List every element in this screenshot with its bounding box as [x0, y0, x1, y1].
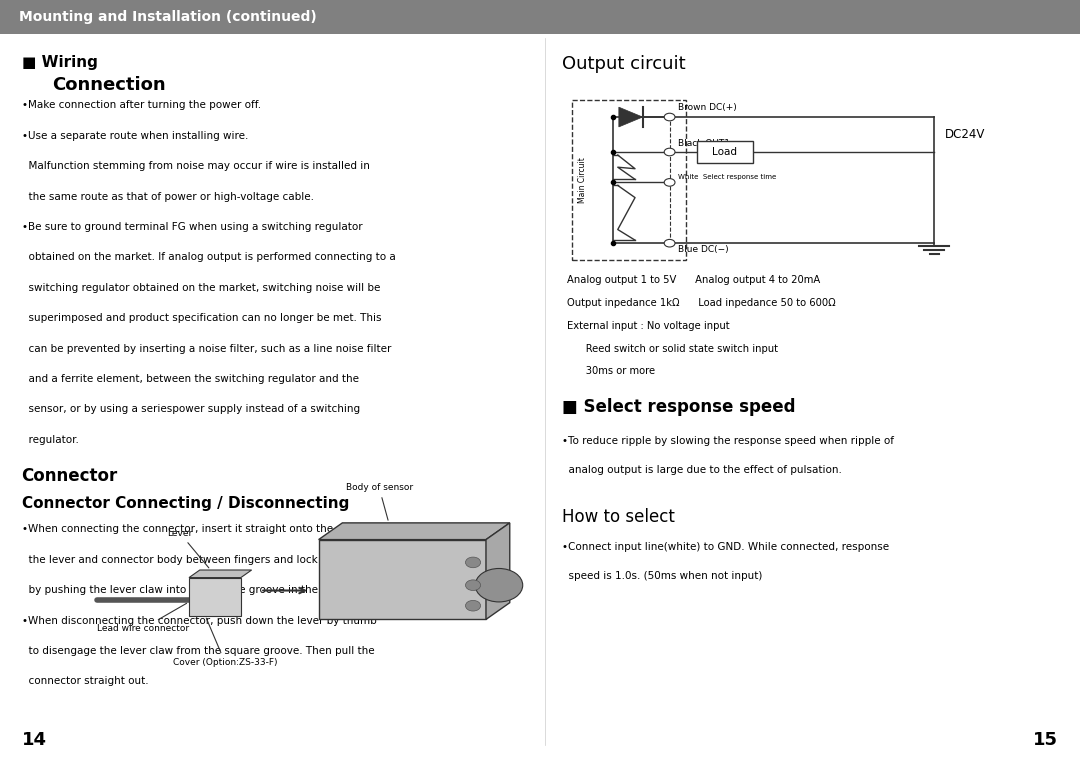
Text: to disengage the lever claw from the square groove. Then pull the: to disengage the lever claw from the squ… [22, 646, 375, 656]
Text: switching regulator obtained on the market, switching noise will be: switching regulator obtained on the mark… [22, 283, 380, 293]
Text: and a ferrite element, between the switching regulator and the: and a ferrite element, between the switc… [22, 374, 359, 384]
Text: Brown DC(+): Brown DC(+) [678, 103, 737, 112]
Text: Analog output 1 to 5V      Analog output 4 to 20mA: Analog output 1 to 5V Analog output 4 to… [567, 275, 820, 285]
Text: How to select: How to select [562, 508, 675, 526]
Polygon shape [486, 523, 510, 619]
Text: Main Circuit: Main Circuit [578, 157, 586, 203]
Text: connector straight out.: connector straight out. [22, 676, 148, 686]
Text: Load: Load [712, 147, 738, 157]
Text: •Connect input line(white) to GND. While connected, response: •Connect input line(white) to GND. While… [562, 542, 889, 552]
Bar [697, 141, 753, 163]
Circle shape [475, 568, 523, 602]
Text: 15: 15 [1034, 730, 1058, 749]
Text: •Make connection after turning the power off.: •Make connection after turning the power… [22, 100, 260, 110]
Text: Cover (Option:ZS-33-F): Cover (Option:ZS-33-F) [173, 618, 278, 667]
Text: analog output is large due to the effect of pulsation.: analog output is large due to the effect… [562, 465, 841, 475]
Text: •When disconnecting the connector, push down the lever by thumb: •When disconnecting the connector, push … [22, 616, 376, 625]
Circle shape [664, 148, 675, 156]
Text: Connector: Connector [22, 467, 118, 485]
Text: can be prevented by inserting a noise filter, such as a line noise filter: can be prevented by inserting a noise fi… [22, 344, 391, 353]
Text: by pushing the lever claw into the square groove in the body of sensor.: by pushing the lever claw into the squar… [22, 585, 401, 595]
Text: speed is 1.0s. (50ms when not input): speed is 1.0s. (50ms when not input) [562, 571, 762, 581]
Text: 30ms or more: 30ms or more [567, 366, 656, 376]
Text: 14: 14 [22, 730, 46, 749]
Text: obtained on the market. If analog output is performed connecting to a: obtained on the market. If analog output… [22, 252, 395, 262]
Circle shape [465, 580, 481, 591]
Text: the lever and connector body between fingers and lock the connector: the lever and connector body between fin… [22, 555, 393, 565]
Text: White  Select response time: White Select response time [678, 174, 777, 180]
Polygon shape [319, 523, 510, 540]
Text: Connection: Connection [52, 76, 165, 94]
Text: the same route as that of power or high-voltage cable.: the same route as that of power or high-… [22, 192, 313, 201]
Text: superimposed and product specification can no longer be met. This: superimposed and product specification c… [22, 313, 381, 323]
Circle shape [465, 600, 481, 611]
Text: Black OUT1: Black OUT1 [678, 139, 730, 148]
Text: •Be sure to ground terminal FG when using a switching regulator: •Be sure to ground terminal FG when usin… [22, 222, 362, 232]
Text: ■ Wiring: ■ Wiring [22, 55, 97, 70]
Text: Lead wire connector: Lead wire connector [97, 603, 189, 633]
Circle shape [664, 113, 675, 121]
Bar [319, 540, 486, 619]
Text: DC24V: DC24V [945, 128, 985, 141]
Text: Output inpedance 1kΩ      Load inpedance 50 to 600Ω: Output inpedance 1kΩ Load inpedance 50 t… [567, 298, 836, 308]
Text: Lever: Lever [167, 529, 208, 568]
Text: Mounting and Installation (continued): Mounting and Installation (continued) [19, 11, 318, 24]
Polygon shape [189, 570, 252, 578]
Text: ■ Select response speed: ■ Select response speed [562, 398, 795, 416]
Text: Blue DC(−): Blue DC(−) [678, 245, 729, 254]
Text: •Use a separate route when installing wire.: •Use a separate route when installing wi… [22, 131, 248, 141]
Text: •When connecting the connector, insert it straight onto the pin holding: •When connecting the connector, insert i… [22, 524, 394, 534]
Text: sensor, or by using a seriespower supply instead of a switching: sensor, or by using a seriespower supply… [22, 404, 360, 414]
Circle shape [664, 179, 675, 186]
Polygon shape [619, 107, 643, 127]
Text: External input : No voltage input: External input : No voltage input [567, 321, 730, 331]
Circle shape [465, 557, 481, 568]
Text: Malfunction stemming from noise may occur if wire is installed in: Malfunction stemming from noise may occu… [22, 161, 369, 171]
Text: •To reduce ripple by slowing the response speed when ripple of: •To reduce ripple by slowing the respons… [562, 436, 893, 446]
Text: regulator.: regulator. [22, 435, 79, 445]
Text: Body of sensor: Body of sensor [346, 483, 413, 520]
Text: Reed switch or solid state switch input: Reed switch or solid state switch input [567, 344, 778, 353]
Text: Output circuit: Output circuit [562, 55, 685, 73]
Bar [0, 0, 1080, 34]
Bar [189, 578, 241, 616]
Bar [572, 100, 686, 260]
Circle shape [664, 239, 675, 247]
Text: Connector Connecting / Disconnecting: Connector Connecting / Disconnecting [22, 496, 349, 511]
